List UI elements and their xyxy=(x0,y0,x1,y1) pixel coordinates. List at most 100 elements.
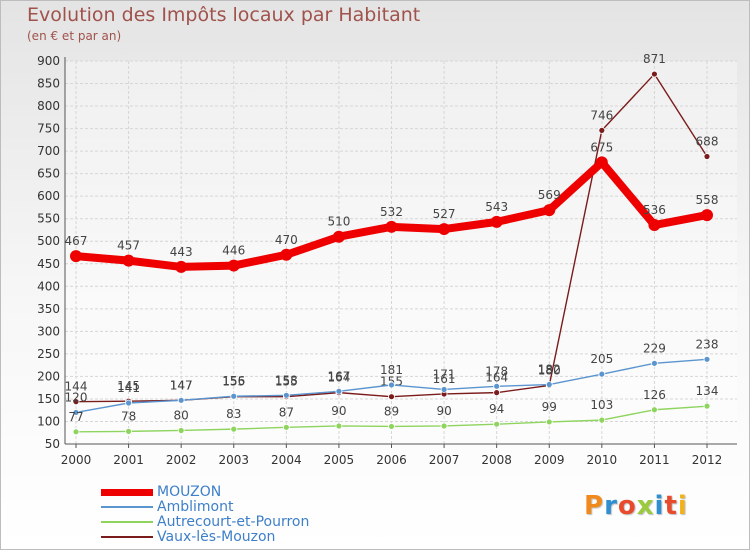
data-point-amblimont xyxy=(282,391,290,399)
data-label-autrecourt-et-pourron: 80 xyxy=(174,408,189,422)
data-label-autrecourt-et-pourron: 90 xyxy=(436,404,451,418)
data-label-amblimont: 229 xyxy=(643,341,666,355)
legend-swatch-mouzon xyxy=(101,489,153,496)
legend-label: Vaux-lès-Mouzon xyxy=(157,529,276,545)
data-label-mouzon: 569 xyxy=(538,188,561,202)
data-point-amblimont xyxy=(545,381,553,388)
x-tick-label: 2008 xyxy=(481,453,512,467)
x-tick-label: 2001 xyxy=(113,453,144,467)
data-point-autrecourt-et-pourron xyxy=(177,427,185,434)
y-tick-label: 400 xyxy=(37,279,60,293)
data-point-mouzon xyxy=(701,209,713,222)
data-label-autrecourt-et-pourron: 126 xyxy=(643,388,666,402)
data-point-amblimont xyxy=(440,386,448,393)
x-tick-label: 2006 xyxy=(376,453,407,467)
data-point-mouzon xyxy=(280,248,293,261)
data-label-autrecourt-et-pourron: 134 xyxy=(696,384,719,398)
data-point-vaux-l-s-mouzon xyxy=(703,153,711,160)
data-label-vaux-l-s-mouzon: 145 xyxy=(117,379,140,393)
data-label-amblimont: 120 xyxy=(65,390,88,404)
data-label-vaux-l-s-mouzon: 180 xyxy=(538,363,561,377)
y-tick-label: 600 xyxy=(37,189,60,203)
data-point-amblimont xyxy=(72,409,80,416)
data-point-autrecourt-et-pourron xyxy=(545,418,553,426)
data-point-amblimont xyxy=(598,370,606,378)
y-tick-label: 850 xyxy=(37,77,60,91)
x-tick-label: 2011 xyxy=(639,453,670,467)
chart-subtitle: (en € et par an) xyxy=(27,29,122,43)
data-label-mouzon: 510 xyxy=(327,215,350,229)
data-label-vaux-l-s-mouzon: 155 xyxy=(222,375,245,389)
x-tick-label: 2000 xyxy=(61,453,92,467)
data-label-amblimont: 205 xyxy=(590,352,613,366)
data-point-mouzon xyxy=(70,250,82,263)
proxiti-logo: Proxiti xyxy=(584,491,688,521)
data-label-amblimont: 156 xyxy=(222,374,245,388)
x-tick-label: 2004 xyxy=(271,453,302,467)
data-point-amblimont xyxy=(125,399,132,407)
y-tick-label: 250 xyxy=(37,347,60,361)
data-label-amblimont: 141 xyxy=(117,381,140,395)
data-label-autrecourt-et-pourron: 83 xyxy=(226,407,241,421)
x-tick-label: 2009 xyxy=(534,453,565,467)
y-tick-label: 900 xyxy=(37,54,60,68)
data-point-amblimont xyxy=(230,392,238,400)
legend-label: MOUZON xyxy=(157,484,222,500)
data-label-amblimont: 158 xyxy=(275,373,298,387)
data-label-mouzon: 558 xyxy=(696,193,719,207)
data-point-amblimont xyxy=(651,359,658,367)
data-point-autrecourt-et-pourron xyxy=(651,406,658,414)
data-label-vaux-l-s-mouzon: 155 xyxy=(275,375,298,389)
data-label-autrecourt-et-pourron: 77 xyxy=(68,410,83,424)
data-point-autrecourt-et-pourron xyxy=(230,425,238,433)
data-point-autrecourt-et-pourron xyxy=(598,416,606,424)
legend-swatch-autrecourt xyxy=(101,521,153,523)
data-point-mouzon xyxy=(175,260,188,273)
y-tick-label: 650 xyxy=(37,167,60,181)
x-tick-label: 2005 xyxy=(324,453,355,467)
data-label-mouzon: 443 xyxy=(170,245,193,259)
plot-area xyxy=(65,61,737,444)
y-tick-label: 450 xyxy=(37,257,60,271)
data-point-mouzon xyxy=(543,204,556,217)
data-label-vaux-l-s-mouzon: 161 xyxy=(433,372,456,386)
data-point-mouzon xyxy=(332,230,345,243)
data-label-mouzon: 543 xyxy=(485,200,508,214)
data-label-autrecourt-et-pourron: 90 xyxy=(331,404,346,418)
legend-label: Autrecourt-et-Pourron xyxy=(157,514,310,530)
data-point-mouzon xyxy=(122,254,135,267)
data-label-amblimont: 171 xyxy=(433,367,456,381)
data-label-mouzon: 675 xyxy=(590,140,613,154)
data-point-vaux-l-s-mouzon xyxy=(388,393,395,401)
data-point-mouzon xyxy=(490,215,503,228)
data-label-amblimont: 147 xyxy=(170,378,193,392)
data-label-amblimont: 167 xyxy=(327,369,350,383)
data-label-vaux-l-s-mouzon: 688 xyxy=(696,135,719,149)
data-label-autrecourt-et-pourron: 78 xyxy=(121,409,136,423)
data-label-mouzon: 532 xyxy=(380,205,403,219)
y-tick-label: 350 xyxy=(37,302,60,316)
x-tick-label: 2007 xyxy=(429,453,460,467)
data-label-amblimont: 178 xyxy=(485,364,508,378)
data-label-vaux-l-s-mouzon: 147 xyxy=(170,378,193,392)
data-label-amblimont: 238 xyxy=(696,337,719,351)
data-point-mouzon xyxy=(438,223,451,236)
x-tick-label: 2003 xyxy=(218,453,249,467)
data-point-autrecourt-et-pourron xyxy=(440,422,448,430)
data-point-autrecourt-et-pourron xyxy=(125,427,132,435)
y-tick-label: 750 xyxy=(37,122,60,136)
data-label-mouzon: 467 xyxy=(65,234,88,248)
data-point-amblimont xyxy=(335,387,343,395)
y-tick-label: 550 xyxy=(37,212,60,226)
data-point-mouzon xyxy=(385,220,398,233)
data-point-vaux-l-s-mouzon xyxy=(493,389,501,397)
data-label-autrecourt-et-pourron: 99 xyxy=(542,400,557,414)
data-label-vaux-l-s-mouzon: 164 xyxy=(485,371,508,385)
data-point-amblimont xyxy=(493,382,501,390)
y-tick-label: 500 xyxy=(37,234,60,248)
data-label-mouzon: 536 xyxy=(643,203,666,217)
data-label-vaux-l-s-mouzon: 871 xyxy=(643,52,666,66)
data-label-amblimont: 181 xyxy=(380,363,403,377)
